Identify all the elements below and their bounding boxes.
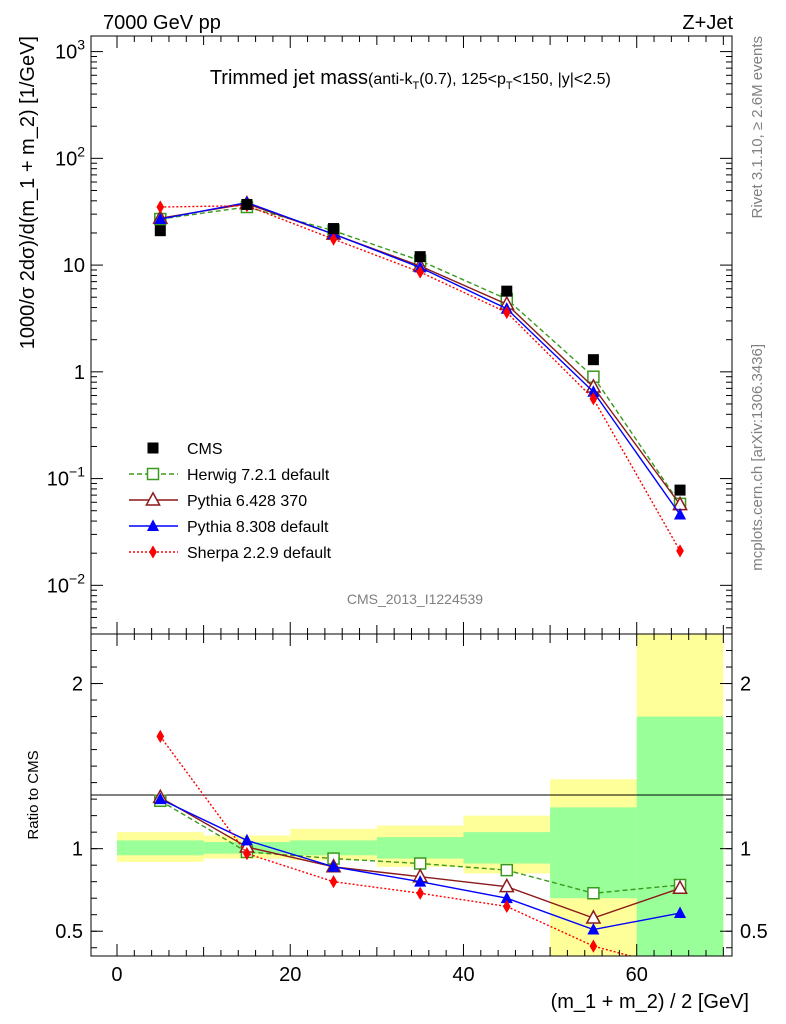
ratio-point bbox=[587, 922, 600, 935]
ratio-point bbox=[156, 729, 165, 743]
stat-band bbox=[290, 840, 377, 856]
data-point bbox=[502, 305, 511, 320]
legend-marker bbox=[147, 442, 159, 454]
ratio-point bbox=[502, 899, 511, 914]
x-tick-label: 20 bbox=[279, 964, 301, 986]
ratio-point bbox=[673, 906, 687, 919]
y-tick-label: 1 bbox=[74, 362, 85, 384]
y-tick-label: 10−1 bbox=[47, 464, 85, 491]
ratio-y-tick-label-right: 2 bbox=[740, 674, 751, 696]
legend-label: Sherpa 2.2.9 default bbox=[187, 545, 332, 562]
data-point bbox=[587, 354, 599, 366]
ratio-point bbox=[414, 875, 427, 887]
legend-marker bbox=[149, 545, 157, 559]
data-point bbox=[156, 200, 165, 214]
main-y-axis-label: 1000/σ 2dσ)/d(m_1 + m_2) [1/GeV] bbox=[17, 36, 39, 349]
header-right: Z+Jet bbox=[682, 12, 733, 34]
legend-label: CMS bbox=[187, 441, 223, 458]
data-point bbox=[674, 484, 686, 496]
legend-entry: Pythia 6.428 370 bbox=[129, 491, 307, 510]
ratio-point bbox=[587, 887, 600, 900]
ratio-frame bbox=[90, 633, 733, 957]
data-point bbox=[587, 385, 600, 397]
legend-entry: Herwig 7.2.1 default bbox=[129, 467, 330, 484]
stat-band bbox=[636, 716, 724, 956]
main-plot-panel: 10−2 10−1 1 10 102 103 Trimmed jet mass (anti… bbox=[17, 35, 733, 635]
series-herwig-7-2-1-default bbox=[154, 200, 687, 511]
stat-band bbox=[376, 837, 464, 859]
ratio-point bbox=[498, 877, 515, 893]
ratio-y-axis-label: Ratio to CMS bbox=[25, 750, 42, 839]
data-point bbox=[673, 507, 687, 520]
ratio-plot-panel: 0.5 0.51 12 20 20 40 60 Ratio to CMS (m_1 + m_… bbox=[25, 633, 768, 1013]
y-tick-label: 10−2 bbox=[47, 570, 85, 597]
ratio-y-tick-label-right: 1 bbox=[740, 839, 751, 861]
legend-entry: CMS bbox=[147, 441, 223, 458]
x-tick-label: 60 bbox=[626, 964, 648, 986]
legend-label: Pythia 6.428 370 bbox=[187, 493, 307, 510]
ratio-point bbox=[676, 963, 684, 976]
legend-entry: Pythia 8.308 default bbox=[129, 519, 329, 536]
y-tick-label: 10 bbox=[63, 255, 85, 277]
rivet-label: Rivet 3.1.10, ≥ 2.6M events bbox=[749, 36, 766, 219]
ratio-point bbox=[243, 847, 251, 861]
ratio-point bbox=[413, 857, 427, 870]
x-axis-label: (m_1 + m_2) / 2 [GeV] bbox=[551, 991, 749, 1013]
ratio-series-layer bbox=[152, 729, 688, 976]
header-left: 7000 GeV pp bbox=[103, 12, 221, 34]
main-series-layer bbox=[152, 195, 688, 558]
ratio-point bbox=[585, 909, 602, 924]
ratio-y-tick-label-right: 0.5 bbox=[740, 921, 768, 943]
series-pythia-6-428-370 bbox=[152, 195, 688, 511]
legend-entry: Sherpa 2.2.9 default bbox=[129, 545, 332, 562]
legend-marker bbox=[146, 467, 160, 481]
ratio-y-tick-label: 0.5 bbox=[55, 921, 83, 943]
chart-title: Trimmed jet mass bbox=[210, 67, 368, 89]
mcplots-label: mcplots.cern.ch [arXiv:1306.3436] bbox=[749, 344, 766, 571]
data-point bbox=[328, 223, 340, 235]
ratio-series-clipped bbox=[152, 729, 688, 976]
main-axis-ticks: 10−2 10−1 1 10 102 103 bbox=[47, 36, 732, 634]
chart-subtitle: (anti-kT(0.7), 125<pT<150, |y|<2.5) bbox=[368, 71, 611, 92]
ratio-point bbox=[589, 939, 598, 953]
ratio-point bbox=[500, 891, 513, 904]
series-cms bbox=[154, 198, 686, 496]
data-point bbox=[329, 232, 338, 246]
y-tick-label: 102 bbox=[55, 143, 85, 170]
legend-marker bbox=[145, 491, 161, 506]
legend-label: Herwig 7.2.1 default bbox=[187, 467, 330, 484]
legend-label: Pythia 8.308 default bbox=[187, 519, 329, 536]
legend-marker bbox=[146, 519, 160, 531]
ratio-point bbox=[416, 886, 425, 900]
stat-band bbox=[116, 840, 204, 856]
ratio-point bbox=[240, 833, 253, 846]
data-point bbox=[154, 212, 167, 224]
data-point bbox=[241, 198, 253, 210]
stat-band bbox=[463, 832, 551, 864]
legend: CMS Herwig 7.2.1 default Pythia 6.428 370 P… bbox=[129, 441, 332, 562]
x-tick-label: 40 bbox=[452, 964, 474, 986]
x-tick-label: 0 bbox=[111, 964, 122, 986]
ratio-point bbox=[500, 863, 514, 877]
y-tick-label: 103 bbox=[55, 37, 85, 64]
stat-band bbox=[550, 807, 637, 899]
data-point bbox=[676, 544, 684, 558]
data-point bbox=[501, 285, 513, 297]
data-point bbox=[154, 225, 166, 237]
ratio-y-tick-label: 2 bbox=[72, 674, 83, 696]
data-point bbox=[414, 251, 426, 263]
ratio-point bbox=[329, 875, 338, 889]
ratio-axis-ticks: 0.5 0.51 12 20 20 40 60 bbox=[55, 634, 768, 986]
series-line bbox=[160, 203, 681, 506]
data-point bbox=[589, 392, 598, 406]
ratio-point bbox=[327, 860, 340, 872]
ratio-point bbox=[154, 792, 167, 805]
analysis-id: CMS_2013_I1224539 bbox=[347, 591, 483, 607]
data-point bbox=[416, 265, 425, 279]
ratio-y-tick-label: 1 bbox=[72, 839, 83, 861]
ratio-sherpa-2-2-9-default bbox=[156, 729, 684, 976]
ratio-pythia-8-308-default bbox=[154, 792, 687, 935]
ratio-point bbox=[672, 879, 688, 894]
